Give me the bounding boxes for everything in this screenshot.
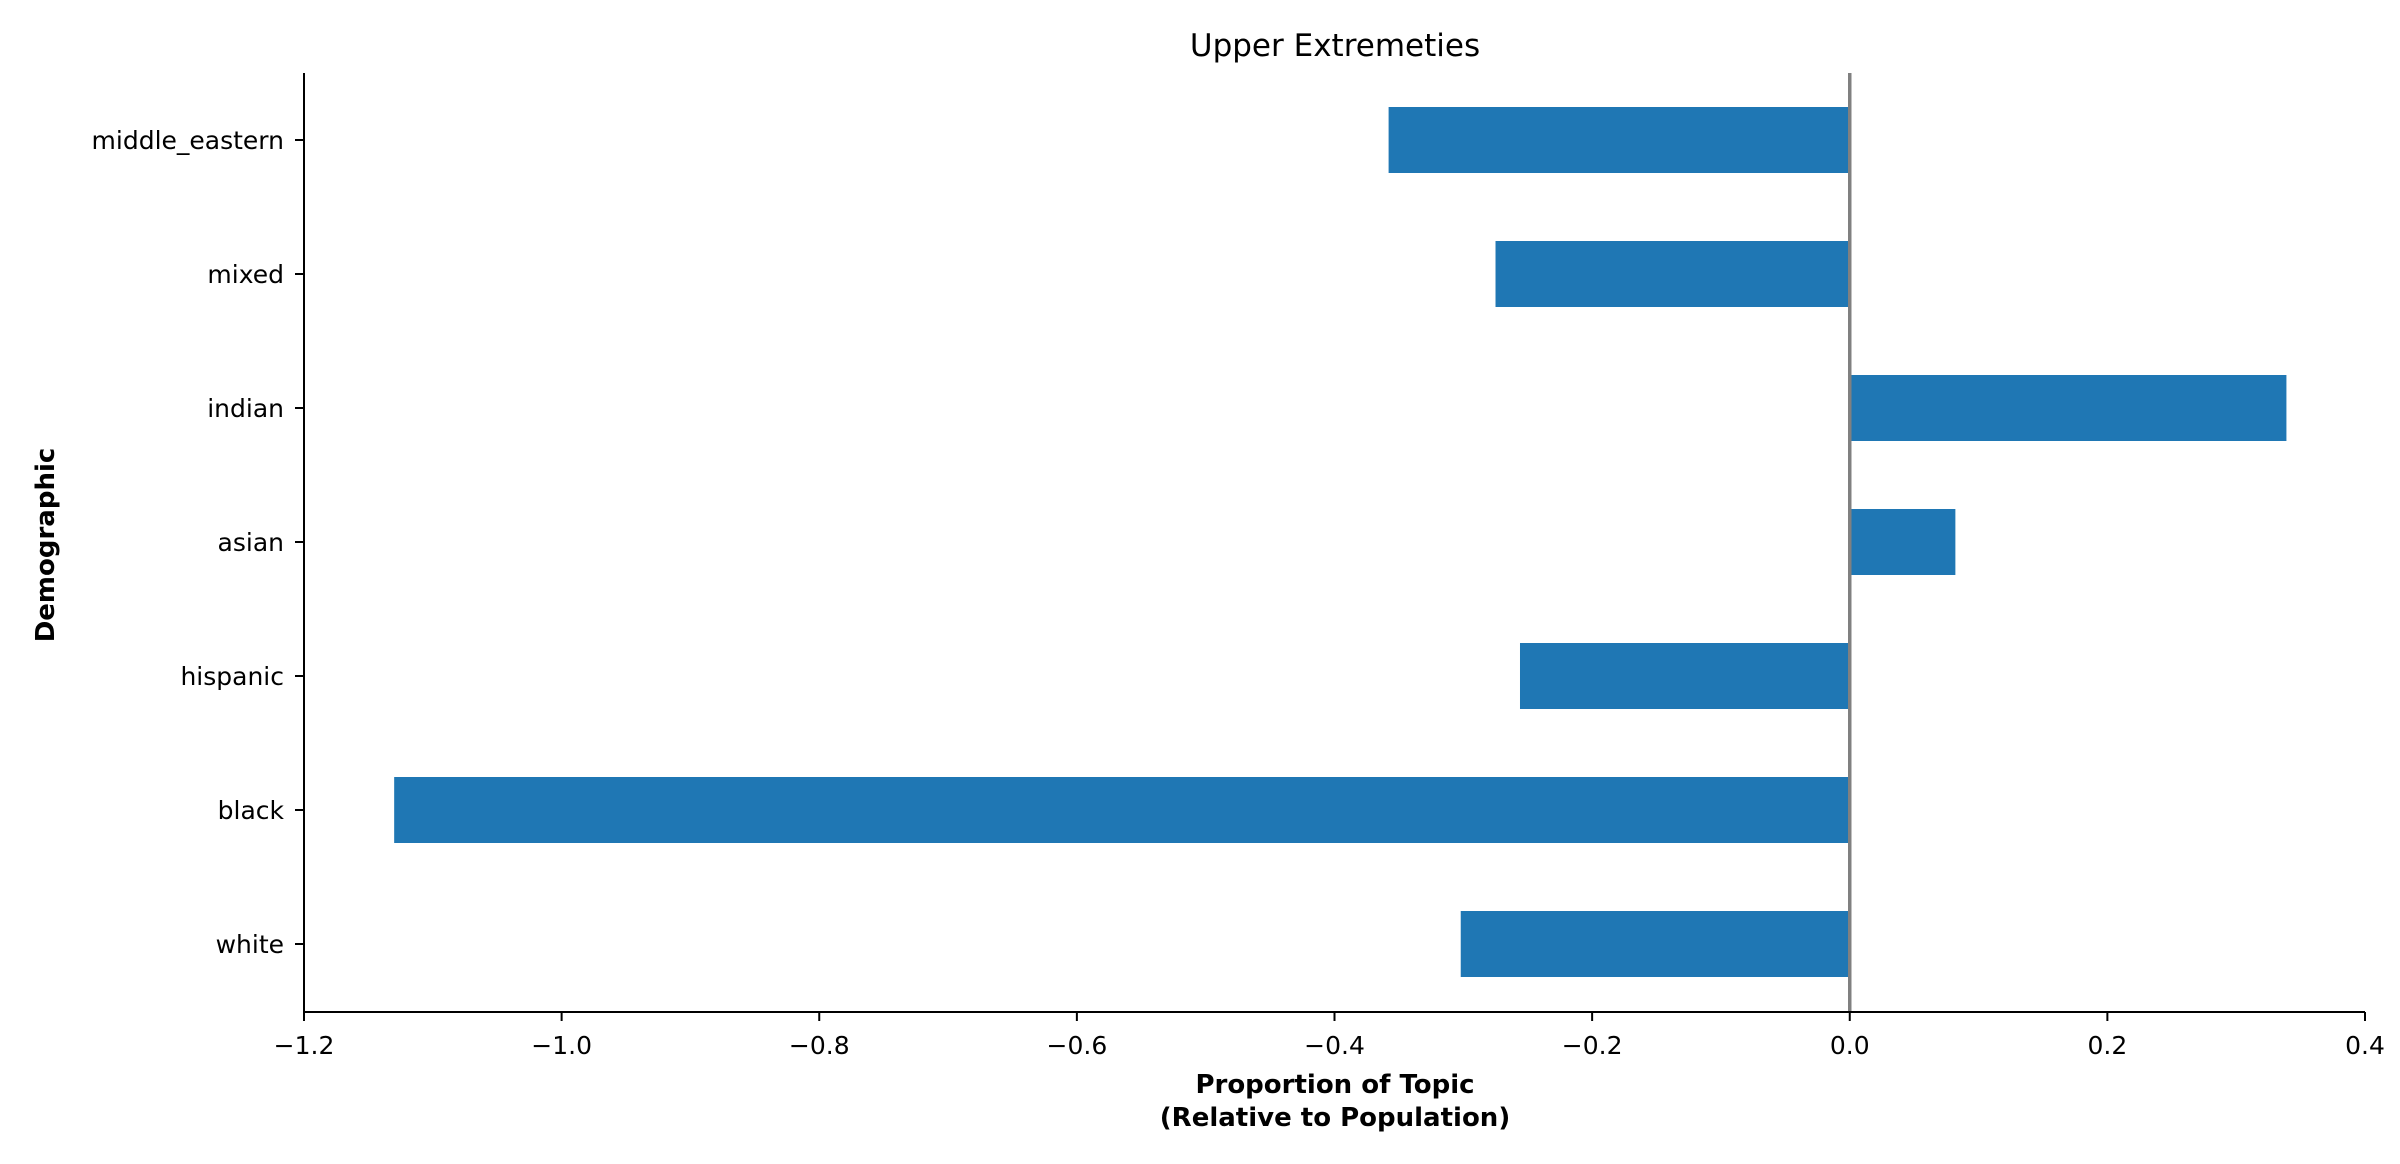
x-tick-label: 0.2 <box>2087 1031 2127 1060</box>
bar-middle-eastern <box>1388 107 1850 173</box>
axes-layer <box>303 73 2365 1013</box>
bar-indian <box>1849 375 2287 441</box>
y-tick-label: asian <box>218 528 284 557</box>
bar-asian <box>1849 509 1956 575</box>
bar-hispanic <box>1519 643 1850 709</box>
y-tick-label: mixed <box>207 260 284 289</box>
chart-title: Upper Extremeties <box>1190 28 1480 64</box>
x-axis-label-line-2: (Relative to Population) <box>1160 1103 1510 1133</box>
y-tick-label: hispanic <box>180 662 284 691</box>
x-tick-label: −0.6 <box>1047 1031 1108 1060</box>
x-tick-label: 0.0 <box>1830 1031 1870 1060</box>
x-axis-label-line-1: Proportion of Topic <box>1195 1070 1474 1100</box>
x-tick-label: −0.2 <box>1562 1031 1623 1060</box>
bar-white <box>1460 911 1850 977</box>
x-tick-label: −1.0 <box>531 1031 592 1060</box>
y-tick-label: black <box>218 796 285 825</box>
y-axis-label: Demographic <box>31 448 61 643</box>
y-tick-label: white <box>216 930 284 959</box>
y-ticks-layer: white black hispanic asian indian mixed middle… <box>92 126 304 959</box>
x-tick-label: −0.8 <box>789 1031 850 1060</box>
x-tick-label: 0.4 <box>2345 1031 2385 1060</box>
x-tick-label: −1.2 <box>274 1031 335 1060</box>
x-ticks-layer: −1.2 −1.0 −0.8 −0.6 −0.4 −0.2 0.0 0.2 0.4 <box>274 1012 2385 1060</box>
x-tick-label: −0.4 <box>1304 1031 1365 1060</box>
y-tick-label: indian <box>207 394 284 423</box>
y-tick-label: middle_eastern <box>92 126 284 155</box>
bar-black <box>394 777 1850 843</box>
bars-layer <box>394 107 2287 977</box>
bar-mixed <box>1495 241 1850 307</box>
